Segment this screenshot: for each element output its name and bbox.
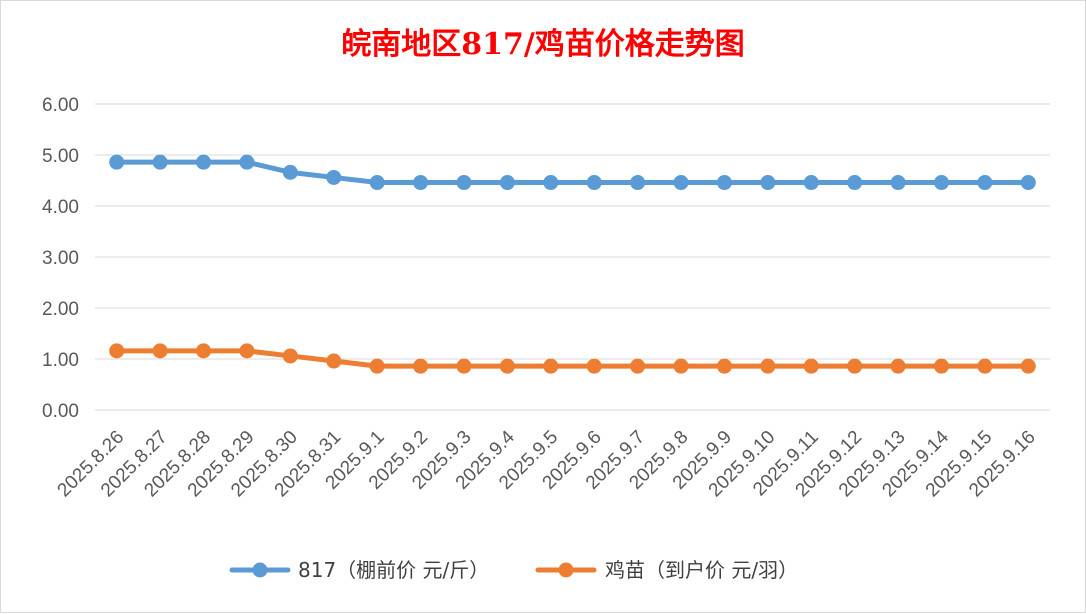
point-chick-2025-9-1 <box>369 358 385 374</box>
point-817-2025-9-1 <box>369 175 385 191</box>
y-tick-label-6: 6.00 <box>42 95 79 116</box>
y-tick-label-3: 3.00 <box>42 248 79 269</box>
point-chick-2025-9-8 <box>673 358 689 374</box>
point-817-2025-9-14 <box>933 175 949 191</box>
point-817-2025-8-28 <box>196 154 212 170</box>
point-817-2025-8-26 <box>109 154 125 170</box>
y-axis-tick-labels: 0.00 1.00 2.00 3.00 4.00 5.00 6.00 <box>42 95 79 422</box>
y-tick-label-1: 1.00 <box>42 350 79 371</box>
point-817-2025-9-16 <box>1020 175 1036 191</box>
point-817-2025-9-11 <box>803 175 819 191</box>
point-chick-2025-8-27 <box>152 343 168 359</box>
y-tick-label-2: 2.00 <box>42 299 79 320</box>
point-817-2025-9-9 <box>716 175 732 191</box>
legend-label-817: 817（棚前价 元/斤） <box>298 558 489 582</box>
point-817-2025-9-6 <box>586 175 602 191</box>
point-chick-2025-9-16 <box>1020 358 1036 374</box>
legend: 817（棚前价 元/斤） 鸡苗（到户价 元/羽） <box>229 558 798 582</box>
point-chick-2025-9-10 <box>760 358 776 374</box>
point-chick-2025-9-7 <box>630 358 646 374</box>
point-chick-2025-8-29 <box>239 343 255 359</box>
point-817-2025-9-2 <box>413 175 429 191</box>
series-line-817 <box>114 159 1031 186</box>
point-817-2025-8-30 <box>282 164 298 180</box>
point-817-2025-9-7 <box>630 175 646 191</box>
point-817-2025-8-27 <box>152 154 168 170</box>
point-chick-2025-9-3 <box>456 358 472 374</box>
point-817-2025-9-4 <box>499 175 515 191</box>
grid-layer <box>95 103 1050 411</box>
point-chick-2025-9-9 <box>716 358 732 374</box>
point-817-2025-9-3 <box>456 175 472 191</box>
chart-title: 皖南地区817/鸡苗价格走势图 <box>341 27 745 62</box>
point-chick-2025-9-13 <box>890 358 906 374</box>
point-817-2025-9-8 <box>673 175 689 191</box>
legend-marker-chick <box>558 562 574 578</box>
point-chick-2025-8-28 <box>196 343 212 359</box>
point-chick-2025-8-26 <box>109 343 125 359</box>
point-chick-2025-9-15 <box>977 358 993 374</box>
point-chick-2025-8-31 <box>326 353 342 369</box>
point-817-2025-8-29 <box>239 154 255 170</box>
y-tick-label-4: 4.00 <box>42 197 79 218</box>
y-tick-label-5: 5.00 <box>42 146 79 167</box>
legend-label-chick: 鸡苗（到户价 元/羽） <box>605 558 798 582</box>
point-817-2025-9-12 <box>847 175 863 191</box>
point-817-2025-8-31 <box>326 169 342 185</box>
point-817-2025-9-15 <box>977 175 993 191</box>
point-817-2025-9-5 <box>543 175 559 191</box>
point-chick-2025-9-2 <box>413 358 429 374</box>
series-line-chick <box>114 348 1031 369</box>
point-chick-2025-8-30 <box>282 348 298 364</box>
series-layer <box>109 154 1036 374</box>
point-chick-2025-9-4 <box>499 358 515 374</box>
point-chick-2025-9-11 <box>803 358 819 374</box>
y-tick-label-0: 0.00 <box>42 401 79 422</box>
point-chick-2025-9-6 <box>586 358 602 374</box>
legend-marker-817 <box>252 562 268 578</box>
point-chick-2025-9-5 <box>543 358 559 374</box>
point-817-2025-9-13 <box>890 175 906 191</box>
point-817-2025-9-10 <box>760 175 776 191</box>
point-chick-2025-9-14 <box>933 358 949 374</box>
point-chick-2025-9-12 <box>847 358 863 374</box>
